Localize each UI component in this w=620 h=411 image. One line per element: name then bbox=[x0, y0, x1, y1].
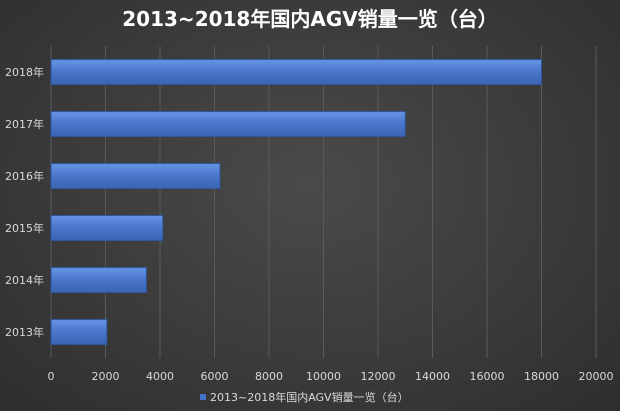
category-label: 2017年 bbox=[5, 117, 44, 131]
bar-2013年 bbox=[50, 319, 108, 345]
category-labels: 2018年 2017年 2016年 2015年 2014年 2013年 bbox=[5, 65, 44, 339]
x-tick-label: 4000 bbox=[146, 370, 174, 383]
x-tick-label: 8000 bbox=[255, 370, 283, 383]
x-tick-label: 14000 bbox=[415, 370, 450, 383]
x-tick-labels: 0 2000 4000 6000 8000 10000 12000 14000 16000 180… bbox=[48, 370, 614, 383]
x-tick-label: 6000 bbox=[201, 370, 229, 383]
bars bbox=[50, 59, 542, 345]
x-tick-label: 2000 bbox=[92, 370, 120, 383]
bar-2015年 bbox=[50, 215, 164, 241]
bar-2016年 bbox=[50, 163, 221, 189]
x-tick-label: 18000 bbox=[524, 370, 559, 383]
bar-2018年 bbox=[50, 59, 542, 85]
x-tick-label: 16000 bbox=[470, 370, 505, 383]
x-tick-label: 20000 bbox=[579, 370, 614, 383]
category-label: 2016年 bbox=[5, 169, 44, 183]
x-tick-label: 12000 bbox=[361, 370, 396, 383]
category-label: 2015年 bbox=[5, 221, 44, 235]
chart-title: 2013~2018年国内AGV销量一览（台） bbox=[122, 7, 497, 31]
category-label: 2013年 bbox=[5, 325, 44, 339]
category-label: 2018年 bbox=[5, 65, 44, 79]
bar-2017年 bbox=[50, 111, 406, 137]
gridlines bbox=[50, 46, 597, 358]
legend-label: 2013~2018年国内AGV销量一览（台） bbox=[210, 390, 409, 404]
x-tick-label: 0 bbox=[48, 370, 55, 383]
bar-2014年 bbox=[50, 267, 147, 293]
x-tick-label: 10000 bbox=[306, 370, 341, 383]
legend: 2013~2018年国内AGV销量一览（台） bbox=[200, 390, 409, 404]
category-label: 2014年 bbox=[5, 273, 44, 287]
legend-swatch bbox=[200, 394, 206, 400]
